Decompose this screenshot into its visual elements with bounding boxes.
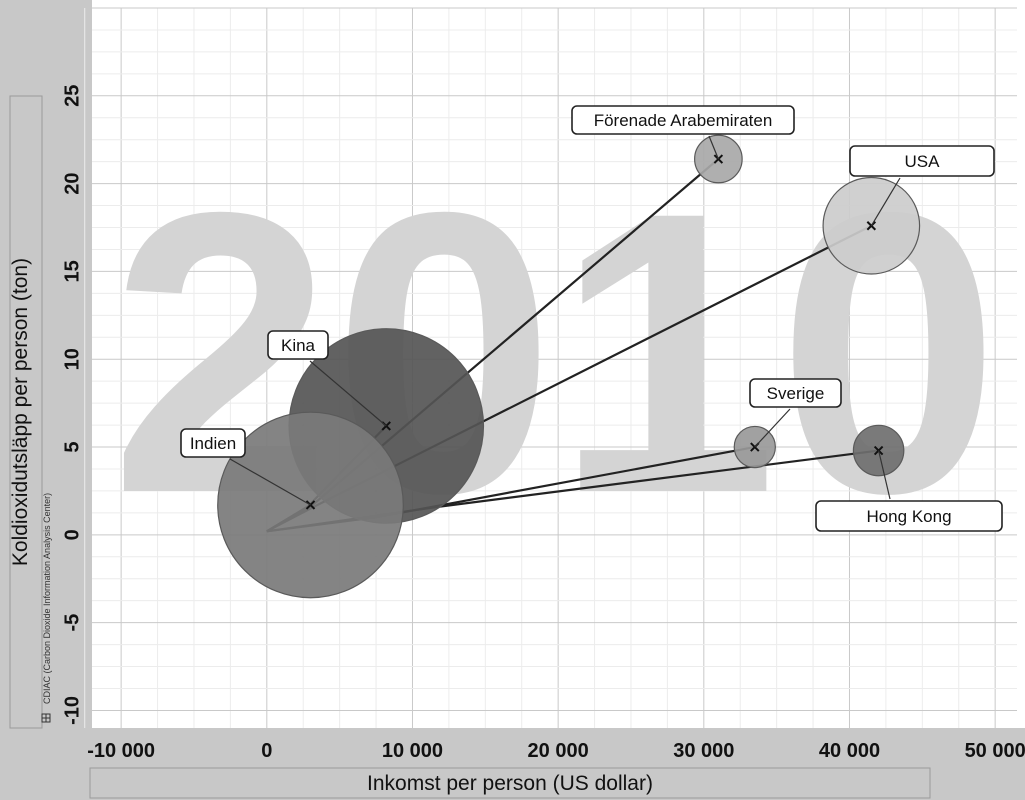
label-leader-line (309, 360, 387, 427)
country-label-box (180, 428, 246, 458)
country-label: Sverige (767, 384, 825, 403)
y-tick-label: 15 (61, 260, 83, 282)
country-labels: Förenade Arabemiraten USA Kina Indien Sverig… (180, 105, 1003, 532)
country-label-box (749, 378, 842, 408)
label-leader-line (878, 450, 891, 500)
country-label-box (571, 105, 795, 135)
country-label: Indien (190, 434, 236, 453)
country-label: Förenade Arabemiraten (594, 111, 773, 130)
x-tick-label: 30 000 (673, 740, 734, 762)
x-tick-label: -10 000 (87, 740, 155, 762)
source-note: CDIAC (Carbon Dioxide Information Analys… (41, 493, 52, 723)
plot-area[interactable] (92, 8, 1017, 728)
label-leader-line (229, 458, 311, 506)
country-label-box (815, 500, 1003, 532)
y-tick-label: 10 (61, 348, 83, 370)
x-tick-label: 10 000 (382, 740, 443, 762)
x-axis-title-box[interactable] (89, 767, 931, 799)
y-tick-label: -10 (61, 696, 83, 725)
x-tick-label: 50 000 (965, 740, 1025, 762)
y-tick-label: 0 (61, 529, 83, 540)
y-tick-label: 20 (61, 172, 83, 194)
label-leader-line (708, 135, 719, 160)
country-label: Hong Kong (866, 507, 951, 526)
x-axis-title: Inkomst per person (US dollar) (367, 772, 653, 795)
y-tick-label: 25 (61, 85, 83, 107)
bubble-center-mark (305, 500, 316, 510)
x-tick-label: 20 000 (528, 740, 589, 762)
y-tick-label: -5 (61, 614, 83, 632)
y-tick-label: 5 (61, 441, 83, 452)
country-label-box (267, 330, 329, 360)
label-leader-line (870, 177, 901, 227)
y-axis-title: Koldioxidutsläpp per person (ton) (9, 258, 32, 566)
x-tick-label: 40 000 (819, 740, 880, 762)
label-leader-line (754, 408, 791, 448)
y-axis-title-box[interactable] (9, 95, 43, 729)
source-note-text[interactable]: CDIAC (Carbon Dioxide Information Analys… (42, 493, 52, 704)
country-label: USA (905, 152, 941, 171)
country-label: Kina (281, 336, 316, 355)
country-label-box (849, 145, 995, 177)
x-tick-label: 0 (261, 740, 272, 762)
axis-ticks: -10 000 0 10 000 20 000 30 000 40 000 50 000 -1… (61, 85, 1025, 762)
